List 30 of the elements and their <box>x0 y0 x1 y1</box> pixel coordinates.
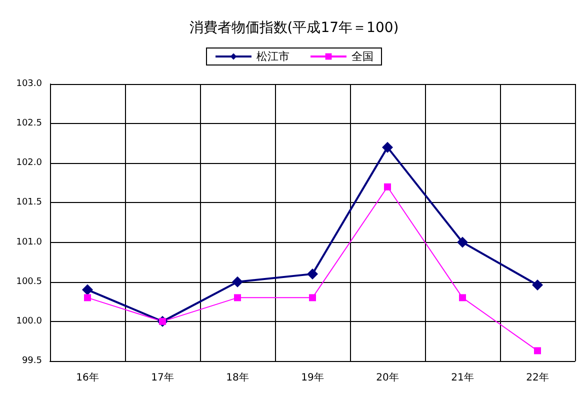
point <box>82 284 93 296</box>
y-tick-label: 99.5 <box>22 356 42 366</box>
y-tick-label: 102.5 <box>16 118 42 129</box>
legend-label: 全国 <box>352 50 374 63</box>
point <box>382 142 393 153</box>
point <box>232 276 243 288</box>
y-tick-label: 101.5 <box>16 198 42 208</box>
y-tick-label: 100.0 <box>16 316 42 326</box>
x-tick-label: 20年 <box>376 372 399 384</box>
point <box>384 183 391 190</box>
y-tick-label: 100.5 <box>16 276 42 287</box>
y-tick-label: 101.0 <box>16 237 42 248</box>
x-tick-label: 21年 <box>451 372 474 384</box>
point <box>307 268 318 280</box>
y-tick-label: 103.0 <box>16 79 42 89</box>
point <box>309 294 316 302</box>
y-tick-label: 102.0 <box>16 158 42 168</box>
legend-label: 松江市 <box>256 50 290 63</box>
x-tick-label: 16年 <box>76 372 99 384</box>
point <box>234 294 241 302</box>
point <box>459 294 466 302</box>
chart-title: 消費者物価指数(平成17年＝100) <box>189 20 399 36</box>
x-tick-label: 17年 <box>151 372 174 384</box>
x-tick-label: 22年 <box>526 372 549 384</box>
point <box>84 294 91 302</box>
point <box>534 347 541 354</box>
point <box>457 236 468 248</box>
x-tick-label: 19年 <box>301 372 324 384</box>
point <box>532 280 543 291</box>
x-tick-label: 18年 <box>226 372 249 384</box>
